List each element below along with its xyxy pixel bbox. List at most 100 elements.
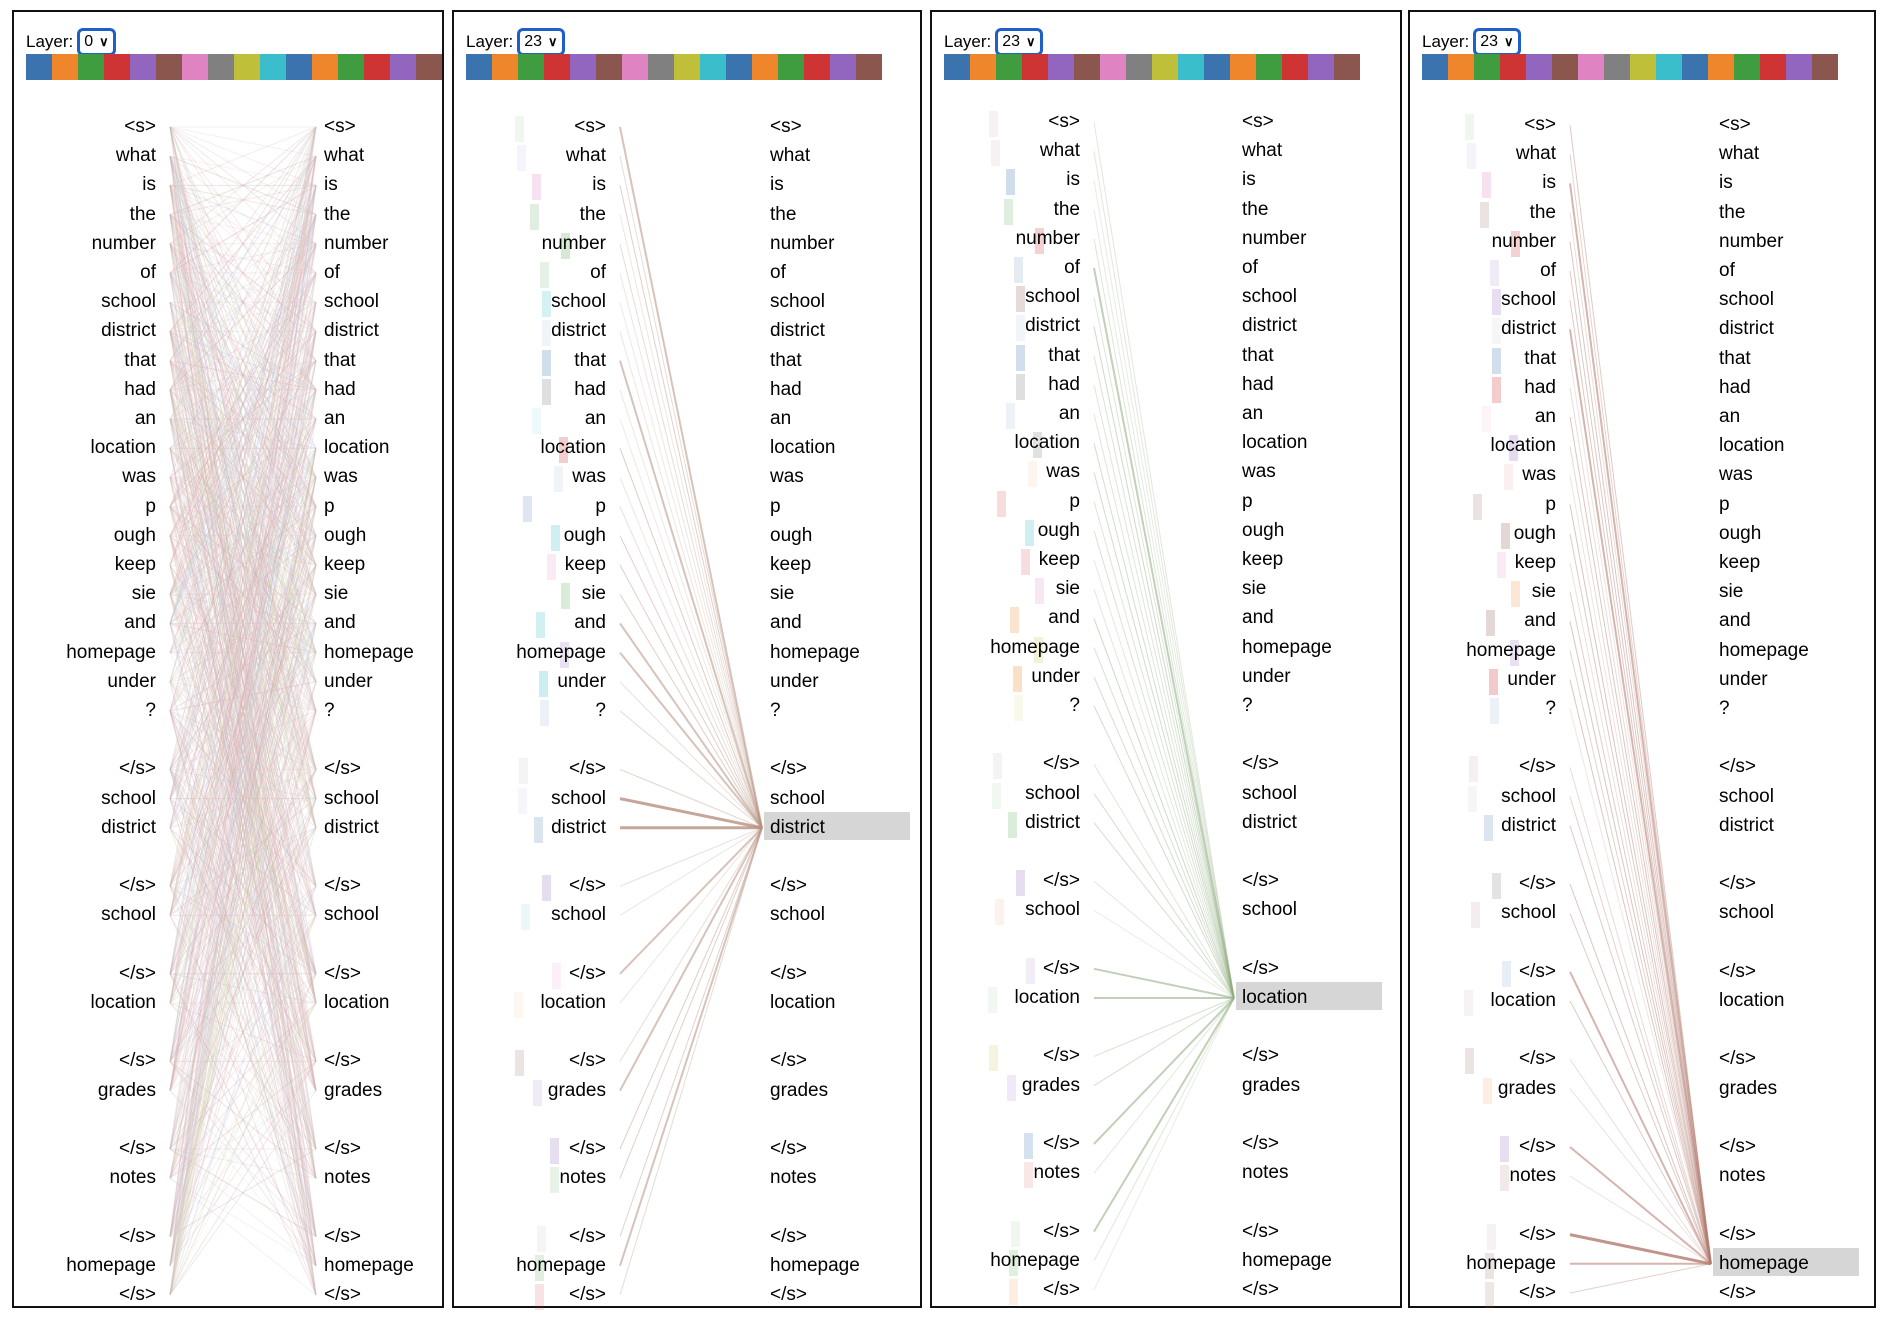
source-token[interactable]: </s> bbox=[1519, 960, 1556, 982]
source-token[interactable]: homepage bbox=[1466, 1252, 1556, 1274]
source-token[interactable]: grades bbox=[1497, 1077, 1556, 1099]
source-token[interactable]: ough bbox=[563, 524, 606, 546]
source-token[interactable]: </s> bbox=[119, 758, 156, 780]
head-color-swatch[interactable] bbox=[1204, 54, 1230, 80]
source-token[interactable]: location bbox=[90, 992, 157, 1013]
target-token[interactable]: was bbox=[1719, 464, 1753, 486]
source-token[interactable]: under bbox=[107, 670, 156, 692]
source-token[interactable]: of bbox=[1540, 260, 1556, 281]
source-token[interactable]: </s> bbox=[569, 758, 606, 780]
head-color-swatch[interactable] bbox=[622, 54, 648, 80]
target-token[interactable]: number bbox=[1242, 227, 1307, 249]
target-token[interactable]: </s> bbox=[1242, 1045, 1279, 1067]
target-token[interactable]: p bbox=[1719, 493, 1730, 515]
target-token[interactable]: school bbox=[1242, 899, 1297, 921]
head-color-swatch[interactable] bbox=[492, 54, 518, 80]
source-token[interactable]: school bbox=[1501, 902, 1556, 924]
head-color-swatch[interactable] bbox=[1230, 54, 1256, 80]
source-token[interactable]: homepage bbox=[1466, 639, 1556, 661]
source-token[interactable]: was bbox=[122, 466, 156, 488]
target-token[interactable]: of bbox=[1719, 260, 1735, 281]
head-color-swatch[interactable] bbox=[416, 54, 442, 80]
target-token[interactable]: is bbox=[770, 174, 784, 196]
source-token[interactable]: number bbox=[541, 232, 606, 254]
source-token[interactable]: </s> bbox=[119, 1138, 156, 1159]
target-token[interactable]: homepage bbox=[1242, 1249, 1332, 1271]
source-token[interactable]: an bbox=[1534, 406, 1556, 427]
head-color-swatch[interactable] bbox=[364, 54, 390, 80]
head-color-swatch[interactable] bbox=[1152, 54, 1178, 80]
head-color-swatch[interactable] bbox=[234, 54, 260, 80]
head-color-swatch[interactable] bbox=[182, 54, 208, 80]
head-color-swatch[interactable] bbox=[1048, 54, 1074, 80]
head-color-swatch[interactable] bbox=[1500, 54, 1526, 80]
target-token[interactable]: ? bbox=[1242, 695, 1253, 716]
head-color-swatch[interactable] bbox=[26, 54, 52, 80]
head-color-swatch[interactable] bbox=[1256, 54, 1282, 80]
source-token[interactable]: grades bbox=[547, 1079, 606, 1101]
target-token[interactable]: </s> bbox=[1719, 1223, 1756, 1245]
target-token[interactable]: school bbox=[324, 787, 379, 809]
target-token[interactable]: under bbox=[770, 670, 819, 692]
source-token[interactable]: is bbox=[142, 174, 156, 196]
source-token[interactable]: </s> bbox=[1519, 1048, 1556, 1070]
source-token[interactable]: what bbox=[1515, 143, 1556, 165]
source-token[interactable]: school bbox=[101, 787, 156, 809]
source-token[interactable]: ? bbox=[1545, 698, 1556, 719]
target-token[interactable]: </s> bbox=[1242, 1133, 1279, 1154]
source-token[interactable]: </s> bbox=[569, 962, 606, 984]
head-color-swatch[interactable] bbox=[52, 54, 78, 80]
target-token[interactable]: district bbox=[324, 816, 379, 838]
target-token[interactable]: </s> bbox=[1719, 1282, 1756, 1303]
head-color-swatch[interactable] bbox=[1334, 54, 1360, 80]
head-color-swatch[interactable] bbox=[1682, 54, 1708, 80]
target-token[interactable]: p bbox=[324, 495, 335, 517]
head-color-swatch[interactable] bbox=[156, 54, 182, 80]
source-token[interactable]: keep bbox=[1514, 552, 1556, 573]
target-token[interactable]: that bbox=[770, 349, 802, 371]
source-token[interactable]: the bbox=[1529, 201, 1556, 223]
head-color-swatch[interactable] bbox=[544, 54, 570, 80]
target-token[interactable]: location bbox=[1242, 987, 1308, 1008]
source-token[interactable]: the bbox=[129, 203, 156, 225]
target-token[interactable]: what bbox=[770, 145, 811, 167]
target-token[interactable]: and bbox=[324, 612, 356, 634]
target-token[interactable]: school bbox=[770, 291, 825, 313]
head-color-swatch[interactable] bbox=[1448, 54, 1474, 80]
head-color-swatch[interactable] bbox=[104, 54, 130, 80]
head-color-swatch[interactable] bbox=[970, 54, 996, 80]
source-token[interactable]: <s> bbox=[124, 116, 156, 137]
source-token[interactable]: that bbox=[574, 349, 606, 371]
target-token[interactable]: school bbox=[1719, 289, 1774, 311]
head-color-swatch[interactable] bbox=[312, 54, 338, 80]
target-token[interactable]: number bbox=[324, 232, 389, 254]
source-token[interactable]: <s> bbox=[574, 116, 606, 137]
target-token[interactable]: school bbox=[1242, 286, 1297, 308]
source-token[interactable]: notes bbox=[1033, 1162, 1080, 1184]
source-token[interactable]: school bbox=[1025, 286, 1080, 308]
target-token[interactable]: homepage bbox=[1242, 636, 1332, 658]
head-color-swatch[interactable] bbox=[1630, 54, 1656, 80]
head-color-swatch[interactable] bbox=[1708, 54, 1734, 80]
head-color-swatch[interactable] bbox=[1812, 54, 1838, 80]
head-color-swatch[interactable] bbox=[1178, 54, 1204, 80]
target-token[interactable]: homepage bbox=[1719, 639, 1809, 661]
target-token[interactable]: homepage bbox=[324, 641, 414, 663]
source-token[interactable]: </s> bbox=[1519, 1136, 1556, 1157]
head-color-swatch[interactable] bbox=[944, 54, 970, 80]
target-token[interactable]: school bbox=[770, 787, 825, 809]
source-token[interactable]: ? bbox=[145, 700, 156, 721]
target-token[interactable]: of bbox=[770, 262, 786, 283]
head-color-swatch[interactable] bbox=[78, 54, 104, 80]
target-token[interactable]: school bbox=[770, 904, 825, 926]
head-color-swatch[interactable] bbox=[674, 54, 700, 80]
target-token[interactable]: </s> bbox=[1719, 960, 1756, 982]
source-token[interactable]: location bbox=[540, 437, 607, 459]
target-token[interactable]: ough bbox=[1719, 522, 1762, 544]
source-token[interactable]: grades bbox=[1021, 1074, 1080, 1096]
target-token[interactable]: location bbox=[324, 437, 390, 459]
target-token[interactable]: had bbox=[1242, 373, 1274, 395]
source-token[interactable]: what bbox=[565, 145, 606, 167]
source-token[interactable]: </s> bbox=[1519, 1282, 1556, 1303]
head-color-swatch[interactable] bbox=[752, 54, 778, 80]
